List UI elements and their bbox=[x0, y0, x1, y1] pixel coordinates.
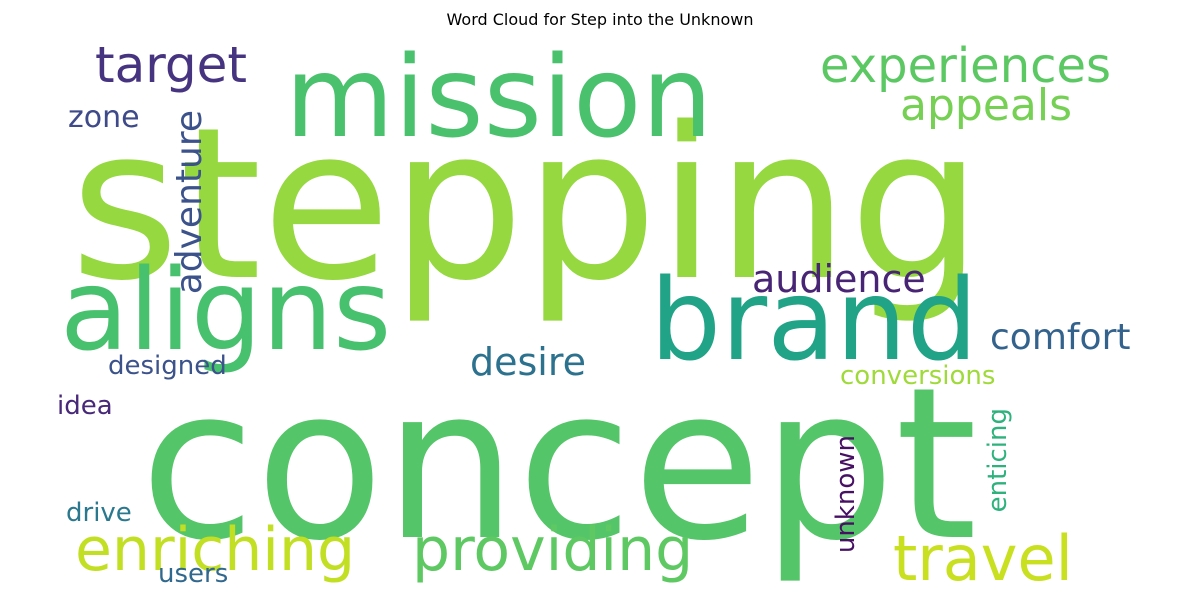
word-concept: concept bbox=[140, 342, 978, 587]
word-experiences: experiences bbox=[820, 38, 1112, 94]
word-appeals: appeals bbox=[900, 80, 1073, 131]
word-stepping: stepping bbox=[70, 82, 983, 327]
word-adventure: adventure bbox=[169, 110, 210, 295]
word-conversions: conversions bbox=[840, 361, 996, 391]
word-comfort: comfort bbox=[990, 317, 1131, 358]
word-mission: mission bbox=[285, 33, 713, 163]
word-designed: designed bbox=[108, 351, 227, 381]
word-aligns: aligns bbox=[60, 246, 392, 376]
word-unknown: unknown bbox=[831, 435, 861, 554]
word-zone: zone bbox=[68, 100, 140, 135]
word-users: users bbox=[158, 559, 229, 589]
word-desire: desire bbox=[470, 340, 587, 384]
word-idea: idea bbox=[57, 391, 113, 421]
word-providing: providing bbox=[412, 515, 694, 585]
word-brand: brand bbox=[650, 256, 978, 386]
word-target: target bbox=[95, 36, 248, 94]
word-enticing: enticing bbox=[983, 408, 1013, 513]
word-travel: travel bbox=[893, 522, 1073, 595]
word-audience: audience bbox=[752, 257, 926, 301]
word-enriching: enriching bbox=[75, 515, 356, 585]
word-drive: drive bbox=[66, 498, 132, 528]
chart-title: Word Cloud for Step into the Unknown bbox=[446, 10, 754, 29]
